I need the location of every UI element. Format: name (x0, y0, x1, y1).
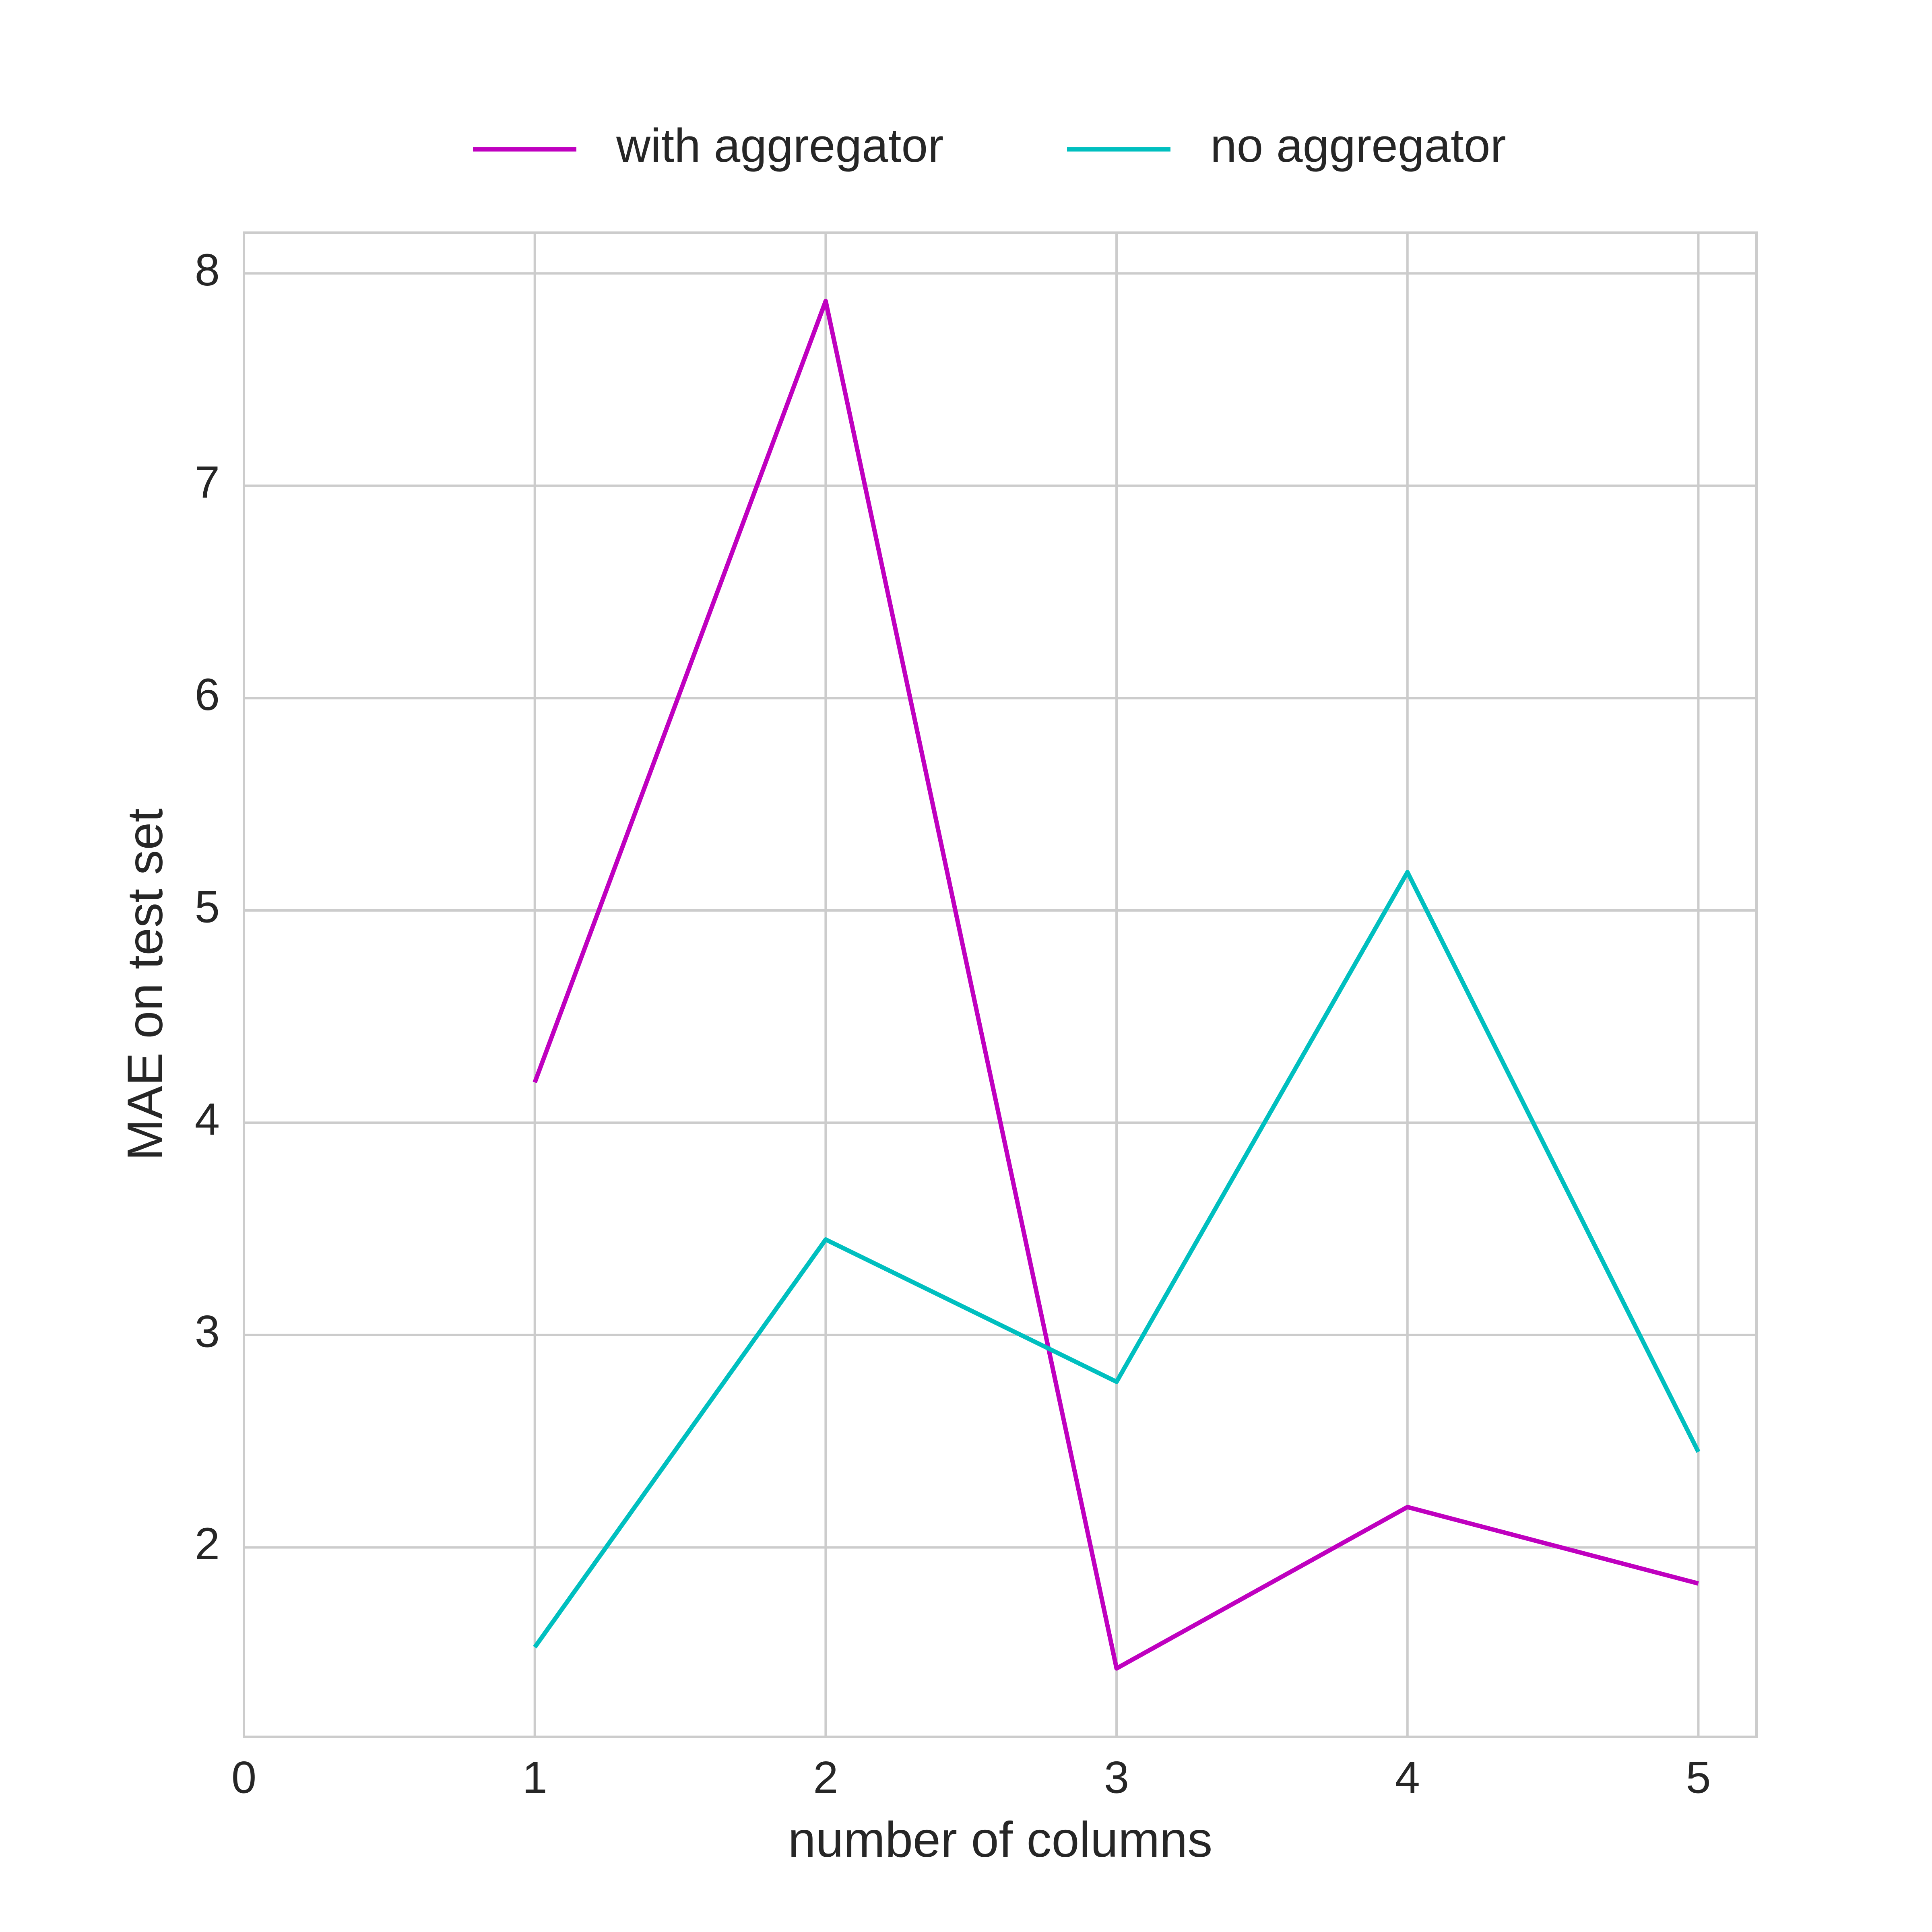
data-line (533, 299, 1699, 1671)
y-tick-label: 7 (195, 457, 220, 507)
plot-frame (243, 231, 1758, 1738)
legend-label: no aggregator (1210, 119, 1506, 172)
y-tick-label: 3 (195, 1306, 220, 1356)
x-tick-label: 4 (1395, 1752, 1420, 1803)
x-tick-label: 1 (522, 1752, 547, 1803)
x-tick-label: 5 (1686, 1752, 1711, 1803)
legend-label: with aggregator (616, 119, 943, 172)
x-axis-label: number of columns (788, 1812, 1212, 1868)
x-tick-label: 3 (1104, 1752, 1129, 1803)
x-tick-label: 0 (231, 1752, 256, 1803)
y-tick-label: 2 (195, 1519, 220, 1569)
y-tick-label: 5 (195, 881, 220, 932)
y-axis-label: MAE on test set (118, 808, 173, 1160)
y-tick-label: 8 (195, 245, 220, 295)
y-tick-label: 4 (195, 1094, 220, 1144)
data-line (533, 870, 1701, 1649)
x-tick-label: 2 (813, 1752, 838, 1803)
y-tick-label: 6 (195, 669, 220, 720)
